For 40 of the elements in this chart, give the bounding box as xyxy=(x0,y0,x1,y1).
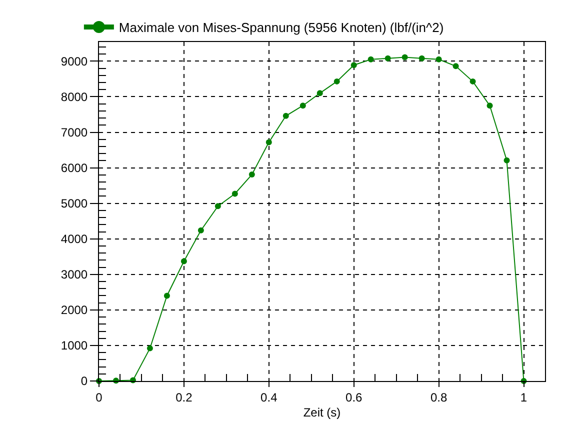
y-tick-label: 2000 xyxy=(60,303,88,318)
x-tick-label: 0.8 xyxy=(430,390,448,404)
y-tick-label: 4000 xyxy=(60,232,88,246)
x-axis-title: Zeit (s) xyxy=(303,405,341,420)
point xyxy=(214,203,221,210)
point xyxy=(266,139,272,146)
x-tick-label: 0 xyxy=(96,390,103,404)
point xyxy=(384,55,391,62)
x-tick-label: 0.6 xyxy=(346,390,363,404)
y-tick-label: 8000 xyxy=(60,90,88,104)
point xyxy=(470,78,476,84)
point xyxy=(436,56,442,62)
point xyxy=(146,345,153,352)
point xyxy=(402,54,408,60)
x-tick-label: 0.4 xyxy=(260,390,278,404)
point xyxy=(282,112,289,119)
legend-label: Maximale von Mises-Spannung (5956 Knoten) (lbf/(in^2) xyxy=(118,20,444,36)
point xyxy=(504,157,510,164)
point xyxy=(350,62,357,68)
x-tick-label: 0.2 xyxy=(176,390,193,404)
y-tick-label: 9000 xyxy=(60,54,88,68)
y-tick-label: 5000 xyxy=(60,196,88,211)
point xyxy=(452,63,459,70)
y-tick-label: 3000 xyxy=(60,268,88,282)
point xyxy=(300,102,306,109)
y-tick-label: 0 xyxy=(80,374,88,388)
y-tick-label: 7000 xyxy=(60,125,88,140)
point xyxy=(164,292,170,299)
point xyxy=(486,102,493,109)
y-tick-label: 6000 xyxy=(60,160,88,175)
point xyxy=(418,55,425,62)
point xyxy=(316,90,323,96)
point xyxy=(180,258,187,264)
point xyxy=(232,190,238,197)
y-tick-label: 1000 xyxy=(60,338,88,353)
x-tick-label: 1 xyxy=(520,390,528,404)
point xyxy=(248,172,255,178)
point xyxy=(368,56,374,62)
point xyxy=(198,227,204,234)
point xyxy=(334,78,340,84)
